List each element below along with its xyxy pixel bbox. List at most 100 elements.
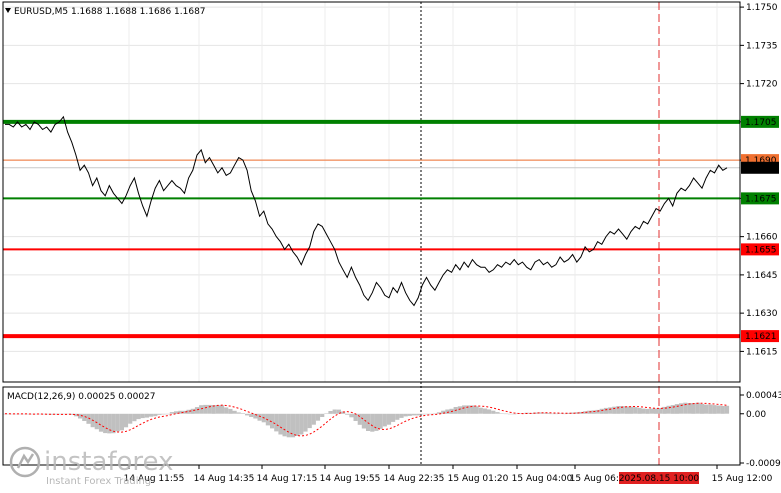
watermark-tagline: Instant Forex Trading [46, 476, 151, 487]
level-tag-label: 1.1621 [745, 332, 777, 342]
x-axis: 14 Aug 11:55 14 Aug 14:35 14 Aug 17:15 14 A… [124, 465, 773, 484]
dropdown-triangle-icon[interactable] [5, 8, 11, 13]
macd-bar [228, 408, 233, 414]
macd-bar [374, 413, 379, 431]
macd-bar [624, 406, 629, 414]
y-tick-label: 1.1660 [746, 233, 778, 243]
macd-bar [307, 413, 312, 429]
macd-bar [641, 408, 646, 414]
level-tag-1.1621 [741, 330, 779, 343]
y-tick-label: 1.1735 [746, 41, 778, 51]
macd-bar [182, 410, 187, 414]
macd-bar [53, 413, 58, 415]
macd-bar [224, 407, 229, 414]
macd-bar [236, 412, 241, 414]
macd-bar [78, 413, 83, 419]
macd-bar [282, 413, 287, 437]
macd-bar [487, 409, 492, 414]
macd-bar [637, 407, 642, 414]
macd-bar [645, 408, 650, 414]
macd-bar [203, 404, 208, 414]
macd-bar [474, 406, 479, 414]
y-tick-label: 1.1630 [746, 309, 778, 319]
macd-bar [654, 408, 659, 414]
x-tick-label: 15 Aug 06:40 [570, 474, 631, 484]
macd-bar [211, 405, 216, 414]
level-tag-1.1687 [741, 161, 779, 174]
macd-bar [107, 413, 112, 434]
macd-bar [424, 413, 429, 415]
level-tag-1.1675 [741, 192, 779, 205]
macd-bar [178, 410, 183, 414]
macd-bar [411, 413, 417, 416]
macd-bar [328, 411, 333, 414]
macd-bar [720, 406, 725, 414]
x-tick-label: 14 Aug 22:35 [384, 474, 445, 484]
macd-bar [382, 413, 387, 427]
macd-y-tick-label: 0.00 [746, 410, 766, 420]
macd-bar [278, 413, 283, 435]
macd-bar [249, 413, 254, 417]
x-tick-label: 14 Aug 14:35 [194, 474, 255, 484]
main-panel-frame [2, 1, 741, 383]
macd-bar [591, 410, 596, 414]
macd-bar [658, 408, 663, 414]
price-line [5, 115, 728, 307]
macd-bar [111, 413, 116, 434]
macd-bar [98, 413, 104, 432]
macd-bar [704, 404, 709, 414]
macd-bar [240, 413, 245, 414]
macd-bar [436, 412, 442, 414]
macd-bar [128, 413, 133, 424]
macd-bar [295, 413, 300, 436]
macd-bar [199, 405, 204, 414]
macd-bar [441, 410, 446, 414]
macd-bar [566, 412, 571, 414]
macd-bar [353, 413, 358, 421]
macd-panel-frame [2, 386, 741, 466]
level-tag-label: 1.1690 [745, 156, 777, 166]
macd-bar [270, 413, 275, 429]
macd-bar [470, 405, 475, 414]
level-tag-label: 1.1675 [745, 194, 777, 204]
date-marker-label: 2025.08.15 10:00 [619, 474, 700, 484]
chart-header: EURUSD,M5 1.1688 1.1688 1.1686 1.1687 [5, 7, 206, 17]
macd-bar [169, 412, 174, 414]
macd-bar [499, 413, 504, 414]
macd-bar [345, 413, 350, 415]
macd-bar [161, 413, 166, 415]
macd-bar [507, 413, 513, 415]
macd-bar [395, 413, 400, 420]
macd-bar [174, 411, 179, 414]
x-tick-label: 14 Aug 19:55 [320, 474, 381, 484]
macd-bar [391, 413, 396, 422]
macd-bar [679, 403, 684, 414]
macd-bar [315, 413, 321, 421]
macd-bar [57, 413, 62, 415]
macd-bar [290, 413, 296, 438]
y-tick-label: 1.1720 [746, 80, 778, 90]
macd-bar [286, 413, 291, 438]
macd-bar [466, 405, 471, 414]
instaforex-watermark: instaforex Instant Forex Trading [9, 446, 173, 487]
macd-bar [612, 406, 617, 414]
watermark-brand: instaforex [44, 447, 173, 477]
y-tick-label: 1.1615 [746, 347, 778, 357]
macd-bar [649, 408, 654, 414]
macd-bar [115, 413, 120, 432]
macd-bar [482, 408, 488, 414]
x-tick-label: 14 Aug 17:15 [257, 474, 318, 484]
macd-bar [215, 405, 220, 414]
macd-bar [190, 408, 195, 414]
macd-bar [407, 413, 412, 416]
macd-bar [691, 403, 696, 414]
x-tick-label: 15 Aug 04:00 [512, 474, 573, 484]
macd-bar [140, 413, 145, 419]
macd-bar [61, 413, 66, 415]
macd-bar [165, 413, 170, 415]
level-tag-1.1705 [741, 115, 779, 128]
macd-bar [587, 410, 592, 414]
